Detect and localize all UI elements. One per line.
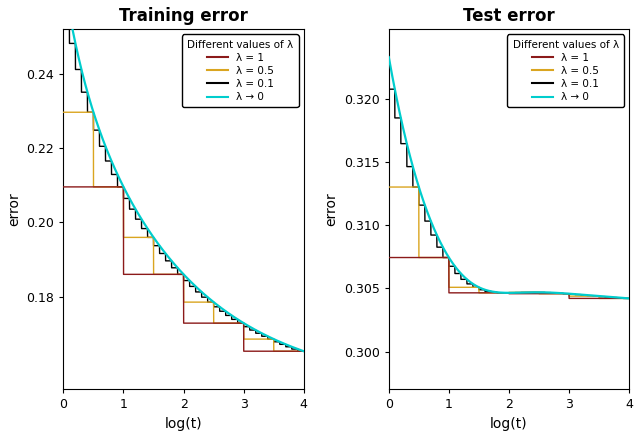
X-axis label: log(t): log(t) <box>490 417 528 431</box>
X-axis label: log(t): log(t) <box>164 417 202 431</box>
Title: Test error: Test error <box>463 7 555 25</box>
Legend: λ = 1, λ = 0.5, λ = 0.1, λ → 0: λ = 1, λ = 0.5, λ = 0.1, λ → 0 <box>508 35 624 107</box>
Y-axis label: error: error <box>7 192 21 226</box>
Title: Training error: Training error <box>119 7 248 25</box>
Legend: λ = 1, λ = 0.5, λ = 0.1, λ → 0: λ = 1, λ = 0.5, λ = 0.1, λ → 0 <box>182 35 298 107</box>
Y-axis label: error: error <box>324 192 339 226</box>
